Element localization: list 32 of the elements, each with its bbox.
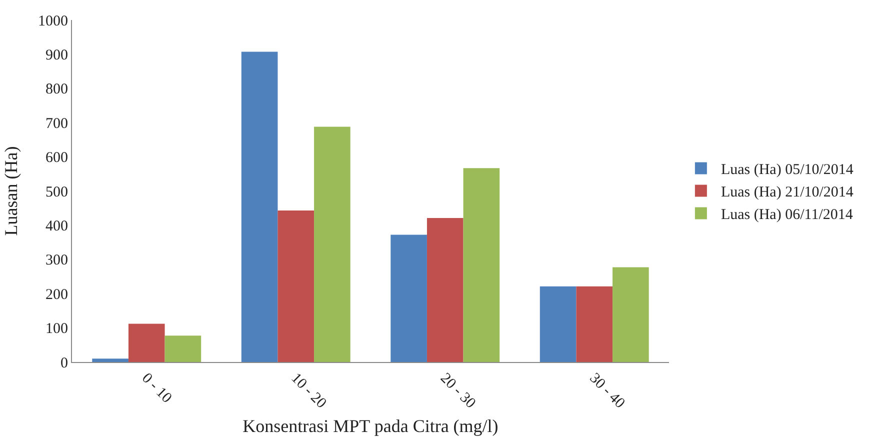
y-tick-label: 100 (46, 321, 68, 338)
bar (92, 358, 128, 362)
bar (278, 210, 314, 362)
y-tick-label: 500 (46, 184, 68, 200)
x-tick-label: 30 - 40 (586, 370, 628, 412)
y-tick-label: 600 (46, 150, 68, 166)
bar (164, 336, 202, 362)
y-tick-label: 800 (46, 82, 68, 98)
y-tick-label: 300 (46, 252, 68, 269)
x-tick-label: 0 - 10 (138, 370, 175, 406)
y-tick-label: 1000 (38, 13, 68, 30)
x-axis-title: Konsentrasi MPT pada Citra (mg/l) (242, 416, 498, 436)
y-axis-title: Luasan (Ha) (1, 146, 22, 236)
y-tick-label: 900 (46, 47, 68, 64)
bar (314, 126, 350, 362)
legend-label: Luas (Ha) 06/11/2014 (720, 207, 854, 224)
x-tick-label: 10 - 20 (288, 370, 330, 412)
bar (540, 286, 576, 362)
legend-label: Luas (Ha) 21/10/2014 (720, 184, 854, 201)
y-tick-label: 0 (60, 355, 68, 372)
legend-label: Luas (Ha) 05/10/2014 (720, 162, 854, 178)
bar (576, 286, 613, 362)
bar (128, 324, 165, 362)
bar (463, 168, 500, 362)
y-tick-label: 700 (46, 116, 68, 132)
bar (426, 218, 464, 362)
y-tick-label: 400 (46, 218, 68, 234)
bar (241, 52, 278, 362)
x-tick-label: 20 - 30 (437, 370, 478, 412)
y-tick-label: 200 (46, 286, 68, 303)
bar (612, 267, 649, 362)
bar (390, 234, 427, 362)
